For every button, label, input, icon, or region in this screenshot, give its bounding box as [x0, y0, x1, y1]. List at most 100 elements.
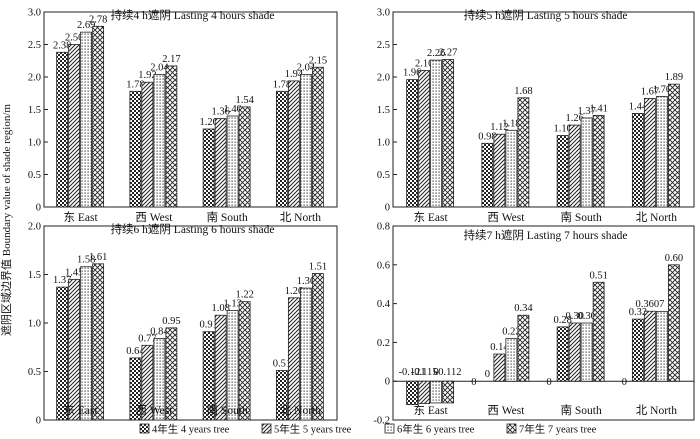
- bar: [68, 44, 81, 208]
- bar: [580, 322, 593, 382]
- data-label: 0.28: [553, 315, 571, 326]
- y-tick-label: 0.5: [28, 170, 41, 181]
- bar: [92, 25, 105, 208]
- bar: [226, 309, 239, 421]
- bar: [655, 310, 668, 382]
- data-label: 0.30: [577, 311, 595, 322]
- data-label: 0: [434, 367, 439, 378]
- bar: [275, 370, 288, 421]
- bar: [56, 51, 69, 208]
- category-label: 北 North: [636, 404, 677, 417]
- data-label: 2.17: [162, 54, 180, 65]
- data-label: 1.37: [577, 106, 595, 117]
- data-label: 0.34: [514, 303, 533, 314]
- category-label: 西 West: [135, 405, 173, 417]
- data-label: 1.36: [211, 107, 229, 118]
- data-label: 1.78: [126, 79, 144, 90]
- chart-panel-4h: 0 0.5 1.0 1.5 2.0 2.5 3.0 持续4 h遮阴 Lasting 4 hou…: [28, 8, 338, 224]
- bar: [311, 273, 324, 421]
- legend-label: 4年生 4 years tree: [152, 423, 230, 436]
- y-tick-label: 3.0: [28, 8, 41, 19]
- data-label: 1.94: [285, 69, 304, 80]
- bar: [92, 263, 105, 421]
- bar: [129, 357, 142, 421]
- data-label: 1.44: [629, 101, 648, 112]
- legend-label: 6年生 6 years tree: [397, 423, 475, 436]
- bar: [493, 353, 506, 382]
- category-label: 东 East: [414, 211, 449, 224]
- legend: 4年生 4 years tree 5年生 5 years tree 6年生 6 ye…: [139, 423, 597, 436]
- bar: [311, 66, 324, 208]
- legend-swatch: [139, 423, 150, 434]
- bar: [275, 90, 288, 208]
- bar: [406, 380, 419, 406]
- bar: [238, 106, 251, 208]
- bar: [202, 331, 215, 421]
- data-label: 1.40: [223, 104, 241, 115]
- data-label: 1.18: [502, 118, 520, 129]
- chart-panel-6h: 0 0.5 1.0 1.5 2.0 持续6 h遮阴 Lasting 6 hours sha…: [28, 222, 338, 427]
- data-label-extra: 0: [547, 377, 552, 388]
- bar: [631, 113, 644, 208]
- data-label: 1.70: [653, 85, 671, 96]
- y-tick-label: 0.8: [377, 222, 390, 233]
- data-label: 1.37: [53, 275, 71, 286]
- y-tick-label: 1.5: [377, 105, 390, 116]
- y-tick-label: 1.0: [28, 138, 41, 149]
- category-label: 北 North: [636, 211, 677, 224]
- legend-swatch: [261, 423, 272, 434]
- category-label: 东 East: [64, 211, 99, 224]
- y-tick-label: 0.5: [28, 367, 41, 378]
- bar: [299, 74, 312, 208]
- data-label: 1.13: [223, 298, 241, 309]
- data-label: 1.20: [199, 117, 217, 128]
- bar: [556, 326, 569, 382]
- y-tick-label: 2.5: [28, 40, 41, 51]
- bar: [430, 59, 443, 208]
- category-label: 东 East: [64, 404, 99, 417]
- bar: [568, 124, 581, 208]
- y-tick-label: 1.5: [28, 105, 41, 116]
- bar: [493, 133, 506, 208]
- bar: [153, 338, 166, 421]
- bar: [505, 129, 518, 208]
- category-label: 西 West: [487, 212, 525, 224]
- data-label: 1.36: [297, 276, 315, 287]
- bar: [56, 286, 69, 421]
- category-label: 东 East: [414, 404, 449, 417]
- data-label: 0.77: [138, 333, 156, 344]
- bar: [655, 96, 668, 208]
- y-tick-label: 2.0: [377, 73, 390, 84]
- bar: [129, 90, 142, 208]
- data-label: 1.54: [235, 95, 254, 106]
- data-label: 1.26: [285, 286, 303, 297]
- data-label: 1.41: [589, 103, 607, 114]
- data-label: 2.27: [439, 47, 457, 58]
- bar: [481, 142, 494, 208]
- y-tick-label: 0: [36, 416, 41, 427]
- bar: [667, 264, 680, 382]
- plot-frame: [392, 225, 695, 421]
- data-label: 0.14: [490, 342, 509, 353]
- data-label: 0.51: [589, 270, 607, 281]
- y-tick-label: -0.2: [373, 416, 390, 427]
- data-label: 1.96: [403, 68, 421, 79]
- y-tick-label: 2.0: [28, 73, 41, 84]
- data-label: 0.64: [126, 346, 145, 357]
- data-label: 0.98: [478, 131, 496, 142]
- bar: [430, 380, 443, 404]
- category-label: 南 South: [561, 210, 602, 224]
- data-label: 2.78: [89, 14, 107, 25]
- chart-title: 持续5 h遮阴 Lasting 5 hours shade: [464, 8, 628, 22]
- data-label: 0.91: [199, 320, 217, 331]
- data-label: -0.112: [435, 367, 462, 378]
- legend-label: 5年生 5 years tree: [274, 423, 352, 436]
- data-label: 2.04: [150, 62, 169, 73]
- y-tick-label: 1.0: [28, 319, 41, 330]
- data-label: 0.30: [565, 311, 583, 322]
- category-label: 西 West: [487, 405, 525, 417]
- y-tick-label: 1.0: [377, 138, 390, 149]
- data-label-extra: 0: [622, 377, 627, 388]
- data-label: 0.51: [273, 359, 291, 370]
- bar: [667, 83, 680, 208]
